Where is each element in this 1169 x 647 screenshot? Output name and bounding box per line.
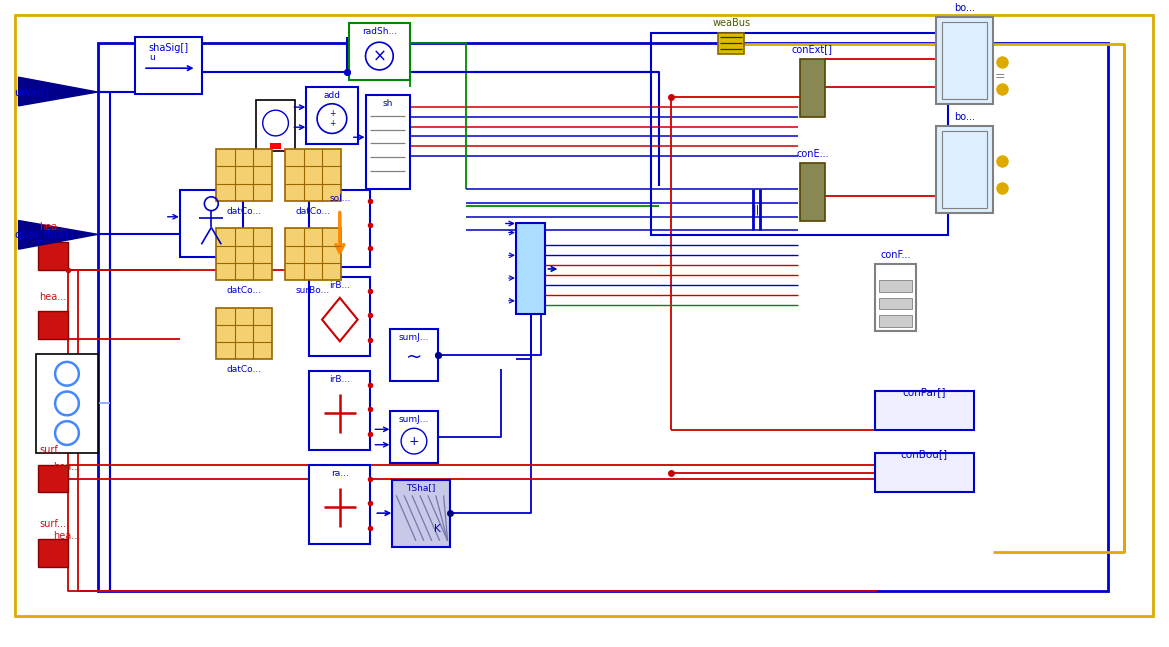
Text: sol...: sol...	[330, 194, 351, 203]
Bar	[98, 43, 1108, 591]
Text: datCo...: datCo...	[227, 206, 262, 215]
Bar	[942, 22, 988, 99]
Text: hea...: hea...	[53, 531, 81, 541]
Text: ~: ~	[406, 348, 422, 367]
Bar	[651, 33, 948, 236]
Text: surf...: surf...	[40, 519, 67, 529]
Text: bo...: bo...	[954, 3, 975, 13]
Text: radSh...: radSh...	[362, 27, 397, 36]
Text: irB...: irB...	[330, 375, 351, 384]
Text: +
+: + +	[328, 109, 336, 128]
Text: ||: ||	[753, 204, 760, 215]
Bar	[270, 144, 282, 149]
Bar	[936, 126, 994, 213]
Text: conBou[]: conBou[]	[900, 449, 948, 459]
Polygon shape	[19, 221, 98, 249]
Text: weaBus: weaBus	[712, 17, 750, 28]
Text: surf...: surf...	[40, 445, 67, 455]
Bar	[936, 17, 994, 104]
Text: hea...: hea...	[40, 292, 67, 302]
Bar	[800, 163, 825, 221]
Text: ra...: ra...	[331, 468, 348, 477]
Text: add: add	[324, 91, 340, 100]
Bar	[39, 311, 68, 339]
Text: hea...: hea...	[53, 462, 81, 472]
Text: irB...: irB...	[330, 281, 351, 290]
Text: conF...: conF...	[880, 250, 911, 260]
Text: K: K	[435, 524, 441, 534]
Bar	[256, 100, 296, 151]
Bar	[874, 264, 916, 331]
Bar	[390, 411, 437, 463]
Text: conPar[]: conPar[]	[902, 387, 946, 397]
Bar	[348, 23, 410, 80]
Text: qGai_flow[]: qGai_flow[]	[14, 229, 74, 240]
Bar	[36, 354, 98, 453]
Bar	[309, 277, 371, 356]
Text: surBo...: surBo...	[296, 286, 331, 295]
Text: ×: ×	[373, 47, 386, 65]
Bar	[879, 280, 912, 292]
Text: sumJ...: sumJ...	[399, 415, 429, 424]
Bar	[216, 149, 271, 201]
Text: datCo...: datCo...	[296, 206, 331, 215]
Bar	[180, 190, 243, 257]
Bar	[874, 453, 974, 492]
Bar	[285, 149, 341, 201]
Bar	[309, 190, 371, 267]
Bar	[942, 131, 988, 208]
Bar	[874, 391, 974, 430]
Text: uWin[]: uWin[]	[14, 87, 49, 97]
Text: datCo...: datCo...	[227, 286, 262, 295]
Text: datCo...: datCo...	[227, 365, 262, 374]
Bar	[879, 316, 912, 327]
Text: bo...: bo...	[954, 112, 975, 122]
Text: hea...: hea...	[40, 223, 67, 232]
Bar	[39, 465, 68, 492]
Text: TSha[]: TSha[]	[406, 483, 436, 492]
Text: conE...: conE...	[796, 149, 829, 159]
Text: =: =	[995, 70, 1005, 83]
Text: sumJ...: sumJ...	[399, 333, 429, 342]
Bar	[309, 465, 371, 543]
Text: u: u	[148, 54, 154, 63]
Bar	[516, 223, 546, 314]
Bar	[216, 228, 271, 280]
Text: conExt[]: conExt[]	[791, 45, 832, 54]
Bar	[309, 371, 371, 450]
Text: shaSig[]: shaSig[]	[148, 43, 189, 52]
Bar	[285, 228, 341, 280]
Bar	[800, 60, 825, 116]
Bar	[39, 539, 68, 567]
Bar	[306, 87, 358, 144]
Bar	[879, 298, 912, 309]
Bar	[393, 479, 450, 547]
Polygon shape	[19, 77, 98, 106]
Text: +: +	[409, 435, 420, 448]
Bar	[390, 329, 437, 380]
Bar	[216, 307, 271, 359]
Bar	[136, 37, 202, 94]
Bar	[719, 33, 745, 54]
Bar	[366, 95, 410, 189]
Text: sh: sh	[382, 99, 393, 108]
Bar	[39, 242, 68, 270]
